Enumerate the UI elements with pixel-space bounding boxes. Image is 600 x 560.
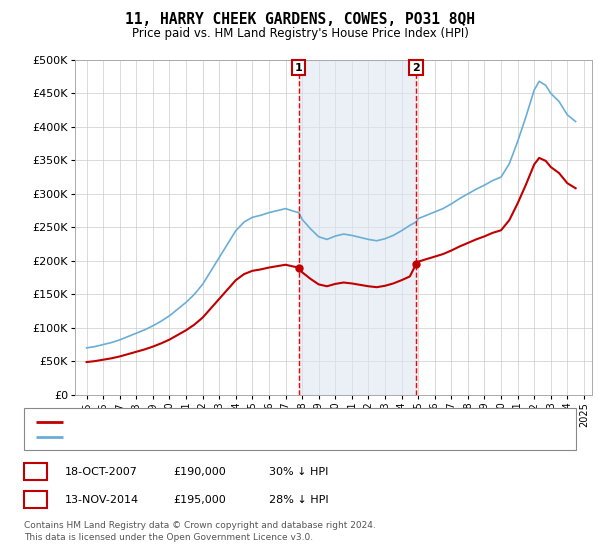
Text: HPI: Average price, detached house, Isle of Wight: HPI: Average price, detached house, Isle… <box>69 432 327 442</box>
Text: 11, HARRY CHEEK GARDENS, COWES, PO31 8QH: 11, HARRY CHEEK GARDENS, COWES, PO31 8QH <box>125 12 475 27</box>
Text: 18-OCT-2007: 18-OCT-2007 <box>65 466 137 477</box>
Text: £190,000: £190,000 <box>173 466 226 477</box>
Text: 28% ↓ HPI: 28% ↓ HPI <box>269 494 328 505</box>
Text: 1: 1 <box>31 465 40 478</box>
Text: 2: 2 <box>31 493 40 506</box>
Text: 11, HARRY CHEEK GARDENS, COWES, PO31 8QH (detached house): 11, HARRY CHEEK GARDENS, COWES, PO31 8QH… <box>69 417 417 427</box>
Text: 30% ↓ HPI: 30% ↓ HPI <box>269 466 328 477</box>
Text: Contains HM Land Registry data © Crown copyright and database right 2024.: Contains HM Land Registry data © Crown c… <box>24 521 376 530</box>
Text: 1: 1 <box>295 63 302 73</box>
Text: £195,000: £195,000 <box>173 494 226 505</box>
Bar <box>299 60 416 395</box>
Text: Price paid vs. HM Land Registry's House Price Index (HPI): Price paid vs. HM Land Registry's House … <box>131 27 469 40</box>
Text: 2: 2 <box>412 63 420 73</box>
Text: 13-NOV-2014: 13-NOV-2014 <box>65 494 139 505</box>
Text: This data is licensed under the Open Government Licence v3.0.: This data is licensed under the Open Gov… <box>24 533 313 542</box>
